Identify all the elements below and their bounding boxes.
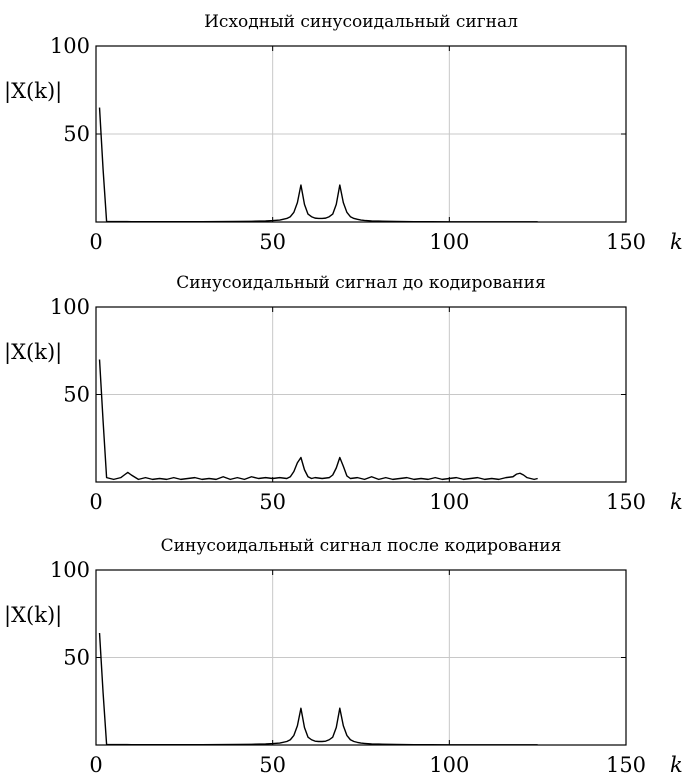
x-tick-label: 150 [606, 230, 646, 254]
y-axis-label: |X(k)| [4, 603, 62, 628]
x-tick-label: 50 [259, 230, 286, 254]
y-tick-label: 100 [50, 295, 90, 319]
chart-panel-2: 0 50 100 150 50 100 Синусоидальный сигнал до к… [4, 273, 683, 514]
series-line-1 [98, 107, 538, 223]
chart-title: Синусоидальный сигнал после кодирования [161, 536, 562, 556]
chart-title: Синусоидальный сигнал до кодирования [176, 273, 545, 293]
x-axis-label: k [670, 230, 683, 254]
y-tick-label: 50 [63, 383, 90, 407]
series-line-1 [98, 632, 538, 746]
x-tick-label: 0 [89, 753, 102, 773]
chart-panel-3: 0 50 100 150 50 100 Синусоидальный сигнал посл… [4, 536, 683, 773]
x-tick-label: 100 [429, 490, 469, 514]
x-axis-label: k [670, 753, 683, 773]
x-tick-label: 0 [89, 490, 102, 514]
x-tick-label: 50 [259, 490, 286, 514]
x-tick-label: 150 [606, 753, 646, 773]
series-line-1 [98, 359, 538, 481]
x-tick-label: 50 [259, 753, 286, 773]
x-axis-label: k [670, 490, 683, 514]
chart-title: Исходный синусоидальный сигнал [204, 12, 518, 32]
y-tick-label: 100 [50, 558, 90, 582]
y-axis-label: |X(k)| [4, 340, 62, 365]
y-axis-label: |X(k)| [4, 79, 62, 104]
y-tick-label: 50 [63, 122, 90, 146]
x-tick-label: 100 [429, 230, 469, 254]
x-tick-label: 100 [429, 753, 469, 773]
y-tick-label: 50 [63, 646, 90, 670]
chart-panel-1: 0 50 100 150 50 100 Исходный синусоидальный си… [4, 12, 683, 254]
x-tick-label: 0 [89, 230, 102, 254]
y-tick-label: 100 [50, 34, 90, 58]
x-tick-label: 150 [606, 490, 646, 514]
